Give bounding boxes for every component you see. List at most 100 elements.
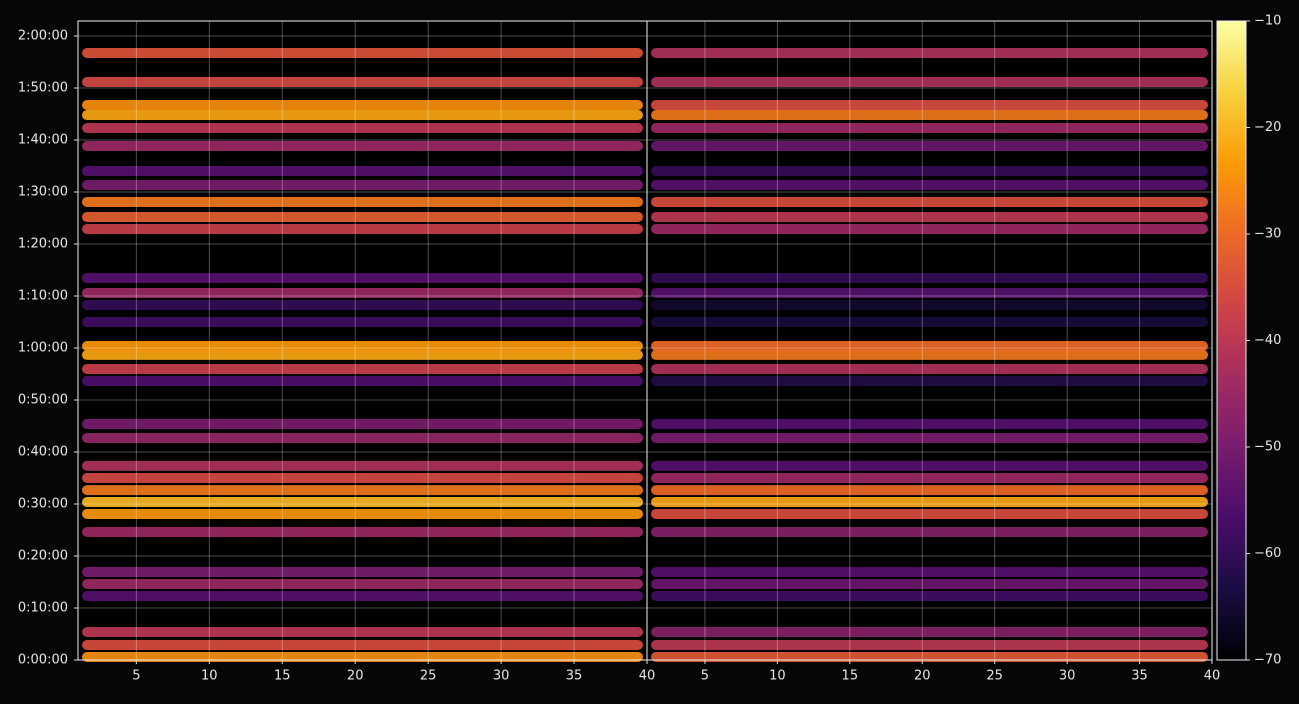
heat-band: [82, 363, 643, 374]
heat-band: [82, 472, 643, 483]
heat-band: [651, 640, 1208, 651]
y-tick-label: 0:30:00: [18, 496, 68, 511]
heat-band: [82, 47, 643, 58]
heat-band: [651, 224, 1208, 235]
heat-band: [82, 651, 643, 662]
x-tick-label: 10: [769, 669, 786, 684]
heat-band: [651, 419, 1208, 430]
heat-band: [651, 123, 1208, 134]
heat-band: [651, 272, 1208, 283]
y-tick-label: 1:10:00: [18, 288, 68, 303]
y-tick-label: 1:40:00: [18, 132, 68, 147]
heat-band: [82, 166, 643, 177]
y-tick-label: 0:20:00: [18, 548, 68, 563]
heat-band: [82, 497, 643, 508]
heat-band: [651, 47, 1208, 58]
heat-band: [82, 179, 643, 190]
heat-band: [651, 300, 1208, 311]
heat-band: [651, 99, 1208, 110]
y-tick-label: 0:10:00: [18, 600, 68, 615]
x-tick-label: 25: [420, 669, 437, 684]
heat-band: [651, 376, 1208, 387]
x-tick-label: 5: [701, 669, 709, 684]
heat-band: [82, 567, 643, 578]
panel-frame: [646, 20, 1213, 661]
colorbar-tick-label: −50: [1254, 440, 1281, 455]
heat-band: [651, 341, 1208, 352]
heat-band: [82, 508, 643, 519]
heat-band: [82, 419, 643, 430]
y-tick-label: 1:00:00: [18, 340, 68, 355]
x-tick-label: 20: [347, 669, 364, 684]
heat-band: [651, 211, 1208, 222]
colorbar-tick-label: −30: [1254, 227, 1281, 242]
y-tick-label: 1:20:00: [18, 236, 68, 251]
heat-band: [82, 460, 643, 471]
heat-band: [651, 591, 1208, 602]
heat-band: [82, 300, 643, 311]
heat-band: [82, 316, 643, 327]
y-tick-label: 1:50:00: [18, 80, 68, 95]
heat-band: [82, 211, 643, 222]
y-tick-label: 1:30:00: [18, 184, 68, 199]
x-tick-label: 35: [1131, 669, 1148, 684]
heat-band: [651, 287, 1208, 298]
heat-band: [82, 578, 643, 589]
heat-band: [651, 196, 1208, 207]
heat-band: [82, 99, 643, 110]
x-tick-label: 15: [274, 669, 291, 684]
heat-band: [651, 316, 1208, 327]
x-tick-label: 20: [914, 669, 931, 684]
heat-band: [651, 460, 1208, 471]
heat-band: [82, 196, 643, 207]
heat-band: [82, 640, 643, 651]
x-tick-label: 40: [1204, 669, 1221, 684]
heat-band: [651, 508, 1208, 519]
x-tick-label: 15: [842, 669, 859, 684]
heat-band: [651, 432, 1208, 443]
x-tick-label: 5: [132, 669, 140, 684]
heat-band: [82, 341, 643, 352]
heat-band: [82, 349, 643, 360]
y-tick-label: 0:00:00: [18, 653, 68, 668]
colorbar-tick-label: −60: [1254, 546, 1281, 561]
heat-band: [82, 123, 643, 134]
y-tick-label: 2:00:00: [18, 28, 68, 43]
heat-band: [82, 110, 643, 121]
x-tick-label: 25: [986, 669, 1003, 684]
heat-band: [651, 349, 1208, 360]
x-tick-label: 35: [566, 669, 583, 684]
heat-band: [651, 179, 1208, 190]
heat-band: [82, 224, 643, 235]
heat-band: [82, 432, 643, 443]
heat-band: [651, 140, 1208, 151]
heat-band: [651, 526, 1208, 537]
colorbar-tick-label: −20: [1254, 120, 1281, 135]
heat-band: [82, 526, 643, 537]
x-tick-label: 30: [493, 669, 510, 684]
heat-band: [82, 591, 643, 602]
colorbar-tick-label: −70: [1254, 653, 1281, 668]
colorbar: [1216, 20, 1247, 661]
heat-band: [651, 485, 1208, 496]
x-tick-label: 30: [1059, 669, 1076, 684]
x-tick-label: 10: [201, 669, 218, 684]
heat-band: [651, 472, 1208, 483]
y-tick-label: 0:40:00: [18, 444, 68, 459]
heat-band: [82, 627, 643, 638]
heat-band: [651, 627, 1208, 638]
heat-band: [82, 272, 643, 283]
heat-band: [651, 110, 1208, 121]
colorbar-tick-label: −40: [1254, 333, 1281, 348]
heat-band: [651, 578, 1208, 589]
heat-band: [651, 567, 1208, 578]
x-tick-label: 40: [639, 669, 656, 684]
heat-band: [651, 651, 1208, 662]
heat-band: [82, 287, 643, 298]
heat-band: [82, 376, 643, 387]
heat-band: [651, 77, 1208, 88]
heat-band: [651, 497, 1208, 508]
heat-band: [82, 140, 643, 151]
heat-band: [82, 77, 643, 88]
